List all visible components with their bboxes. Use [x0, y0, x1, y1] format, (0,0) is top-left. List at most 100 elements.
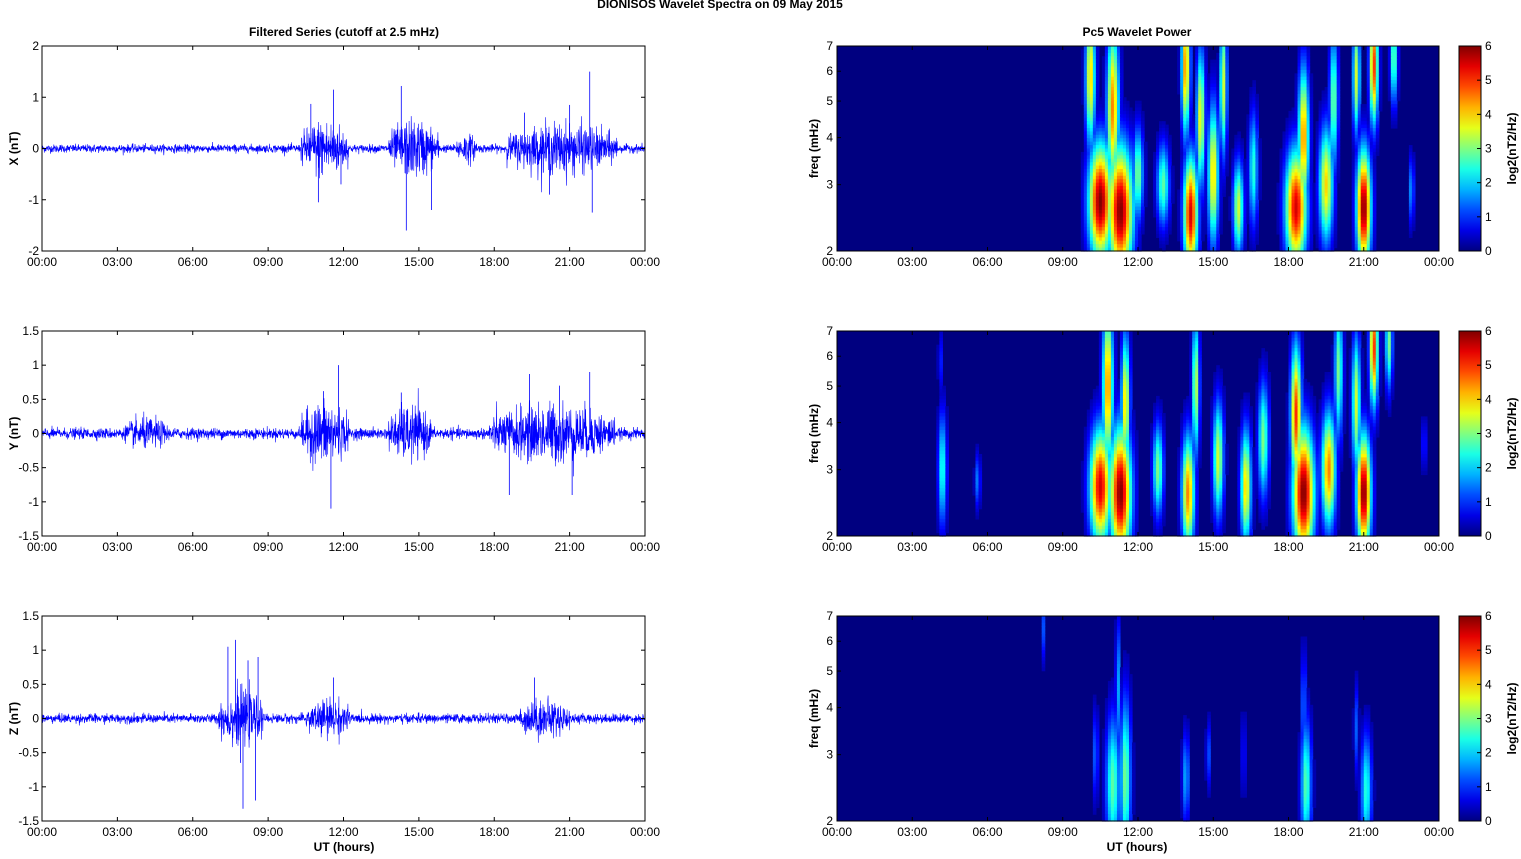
wavelet-x-cell [1225, 118, 1229, 122]
wavelet-x-cell [1337, 73, 1341, 77]
wavelet-x-cell [1379, 94, 1383, 98]
wavelet-x-cell [1201, 237, 1205, 241]
wavelet-x-cell [1397, 97, 1401, 101]
wavelet-x-cell [1409, 149, 1413, 153]
wavelet-x-cell [1334, 217, 1338, 221]
right-xlabel: UT (hours) [1107, 840, 1168, 854]
wavelet-x-cell [1168, 217, 1172, 221]
wavelet-y-cell [1114, 341, 1118, 345]
wavelet-x-cell [1379, 87, 1383, 91]
wavelet-x-cell [1189, 108, 1193, 112]
wavelet-x-cell [1310, 125, 1314, 129]
wavelet-y-cell [1129, 352, 1133, 356]
wavelet-y-cell [1379, 379, 1383, 383]
wavelet-x-cell [1096, 73, 1100, 77]
wavelet-x-cell [1334, 196, 1338, 200]
wavelet-x-cell [1394, 125, 1398, 129]
wavelet-x-cell [1141, 217, 1145, 221]
wavelet-x-cell [1310, 128, 1314, 132]
wavelet-x-cell [1165, 125, 1169, 129]
wavelet-x-cell [1379, 73, 1383, 77]
series-x-xtick-label: 21:00 [555, 255, 585, 269]
wavelet-x-cell [1310, 241, 1314, 245]
wavelet-x-cell [1337, 145, 1341, 149]
wavelet-x-cell [1310, 145, 1314, 149]
wavelet-x-cell [1141, 135, 1145, 139]
wavelet-y-cell [1361, 358, 1365, 362]
wavelet-x-cell [1373, 217, 1377, 221]
wavelet-x-cell [1120, 73, 1124, 77]
wavelet-x-colorbar-tick-label: 3 [1485, 142, 1492, 156]
wavelet-x-cell [1216, 241, 1220, 245]
wavelet-x-colorbar-tick-label: 4 [1485, 107, 1492, 121]
wavelet-y-cell [939, 352, 943, 356]
wavelet-x-cell [1376, 114, 1380, 118]
wavelet-y-cell [1301, 331, 1305, 335]
wavelet-y-cell [1343, 358, 1347, 362]
wavelet-y-cell [1198, 379, 1202, 383]
wavelet-y-cell [1114, 352, 1118, 356]
wavelet-x-cell [1189, 53, 1193, 57]
wavelet-x-cell [1168, 145, 1172, 149]
wavelet-x-xtick-label: 18:00 [1273, 255, 1303, 269]
wavelet-x-cell [1225, 128, 1229, 132]
wavelet-x-cell [1373, 231, 1377, 235]
wavelet-y-cell [1261, 348, 1265, 352]
wavelet-x-cell [1204, 56, 1208, 60]
series-x-ytick-label: 0 [32, 142, 39, 156]
wavelet-x-cell [1255, 128, 1259, 132]
wavelet-x-cell [1255, 97, 1259, 101]
wavelet-x-cell [1168, 220, 1172, 224]
wavelet-x-colorbar-tick-label: 2 [1485, 176, 1492, 190]
wavelet-x-cell [1397, 67, 1401, 71]
wavelet-x-cell [1358, 67, 1362, 71]
wavelet-x-cell [1358, 63, 1362, 67]
wavelet-x-cell [1219, 231, 1223, 235]
wavelet-x-cell [1120, 63, 1124, 67]
wavelet-x-colorbar-tick-label: 0 [1485, 244, 1492, 258]
wavelet-x-cell [1258, 169, 1262, 173]
wavelet-x-cell [1373, 200, 1377, 204]
wavelet-x-cell [1252, 87, 1256, 91]
series-y-ytick-label: 1 [32, 358, 39, 372]
wavelet-x-cell [1225, 114, 1229, 118]
wavelet-x-cell [1412, 159, 1416, 163]
wavelet-x-cell [1225, 145, 1229, 149]
wavelet-x-cell [1144, 196, 1148, 200]
wavelet-x-cell [1096, 67, 1100, 71]
wavelet-x-cell [1310, 159, 1314, 163]
wavelet-x-cell [1255, 241, 1259, 245]
wavelet-x-cell [1334, 241, 1338, 245]
wavelet-x-cell [1337, 169, 1341, 173]
wavelet-x-cell [1310, 87, 1314, 91]
wavelet-x-cell [1379, 97, 1383, 101]
wavelet-x-cell [1358, 94, 1362, 98]
wavelet-x-cell [1337, 159, 1341, 163]
wavelet-x-cell [1225, 166, 1229, 170]
wavelet-x-cell [1255, 200, 1259, 204]
wavelet-x-cell [1337, 84, 1341, 88]
wavelet-x-cell [1337, 63, 1341, 67]
wavelet-x-cell [1225, 87, 1229, 91]
wavelet-y-cell [1219, 379, 1223, 383]
wavelet-x-cell [1123, 97, 1127, 101]
wavelet-x-cell [1222, 190, 1226, 194]
wavelet-y-cell [1267, 379, 1271, 383]
wavelet-x-cell [1258, 166, 1262, 170]
wavelet-x-cell [1373, 220, 1377, 224]
wavelet-x-cell [1144, 176, 1148, 180]
wavelet-x-cell [1225, 104, 1229, 108]
wavelet-y-cell [1361, 348, 1365, 352]
wavelet-x-cell [1379, 46, 1383, 50]
wavelet-x-cell [1096, 63, 1100, 67]
series-x-xtick-label: 15:00 [404, 255, 434, 269]
wavelet-y-cell [1198, 352, 1202, 356]
wavelet-y-cell [1129, 338, 1133, 342]
wavelet-y-cell [1358, 341, 1362, 345]
series-y-xtick-label: 03:00 [102, 540, 132, 554]
wavelet-x-cell [1255, 104, 1259, 108]
wavelet-x-cell [1168, 135, 1172, 139]
wavelet-y-cell [1129, 341, 1133, 345]
wavelet-y-cell [1343, 369, 1347, 373]
wavelet-y-cell [1198, 362, 1202, 366]
